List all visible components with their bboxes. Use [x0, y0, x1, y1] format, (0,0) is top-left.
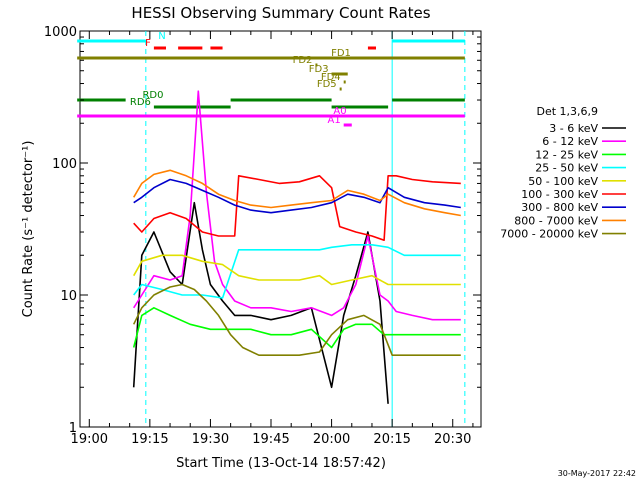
state-bar-label-f: F [145, 38, 151, 49]
series-line-300-800-kev [133, 178, 461, 214]
legend-label-7000-20000-kev: 7000 - 20000 keV [500, 228, 598, 241]
x-tick-label: 19:00 [71, 432, 108, 447]
series-lines [132, 90, 461, 404]
y-axis-label: Count Rate (s⁻¹ detector⁻¹) [21, 141, 36, 318]
vertical-markers [145, 31, 466, 427]
series-line-3-6-kev [132, 201, 389, 404]
chart-title: HESSI Observing Summary Count Rates [131, 4, 430, 22]
x-axis-label: Start Time (13-Oct-14 18:57:42) [176, 456, 386, 471]
series-line-7000-20000-kev [132, 283, 461, 357]
state-bar-label-fd3: FD3 [309, 64, 329, 75]
x-axis: 19:00 19:15 19:30 19:45 20:00 20:15 20:30 [71, 31, 474, 447]
series-line-50-100-kev [133, 254, 461, 286]
series-line-6-12-kev [133, 90, 461, 321]
state-bar-label-fd5: FD5 [317, 79, 337, 90]
x-tick-label: 19:15 [131, 432, 168, 447]
series-line-100-300-kev [133, 175, 461, 241]
y-tick-label: 10 [60, 289, 77, 304]
legend-title: Det 1,3,6,9 [536, 105, 598, 118]
state-bar-label-a0: A0 [333, 106, 346, 117]
legend-label-100-300-kev: 100 - 300 keV [521, 188, 598, 201]
legend-label-25-50-kev: 25 - 50 keV [535, 162, 598, 175]
footer-date: 30-May-2017 22:42 [558, 469, 636, 478]
legend-label-6-12-kev: 6 - 12 keV [542, 135, 598, 148]
series-line-12-25-kev [132, 306, 461, 349]
state-bar-label-n: N [158, 31, 165, 42]
x-tick-label: 20:30 [434, 432, 471, 447]
y-axis: 1 10 100 1000 [44, 25, 481, 436]
state-bar-label-fd2: FD2 [293, 55, 313, 66]
state-bar-label-fd4: FD4 [321, 72, 341, 83]
state-bar-label-rd6: RD6 [130, 97, 151, 108]
legend-label-50-100-kev: 50 - 100 keV [528, 175, 598, 188]
x-tick-label: 20:15 [373, 432, 410, 447]
state-bar-label-a1: A1 [327, 115, 340, 126]
state-bar-label-fd1: FD1 [331, 48, 351, 59]
series-line-800-7000-kev [133, 169, 461, 217]
y-tick-label: 1000 [44, 25, 77, 40]
state-bar-label-rd0: RD0 [142, 90, 163, 101]
plot-frame [79, 30, 482, 428]
legend-label-12-25-kev: 12 - 25 keV [535, 148, 598, 161]
x-tick-label: 19:45 [252, 432, 289, 447]
x-tick-label: 19:30 [192, 432, 229, 447]
x-tick-label: 20:00 [313, 432, 350, 447]
y-tick-label: 1 [69, 421, 77, 436]
legend-label-3-6-kev: 3 - 6 keV [549, 122, 598, 135]
series-line-25-50-kev [133, 244, 461, 299]
legend-label-300-800-kev: 300 - 800 keV [521, 201, 598, 214]
legend-label-800-7000-kev: 800 - 7000 keV [514, 214, 598, 227]
y-tick-label: 100 [52, 157, 77, 172]
